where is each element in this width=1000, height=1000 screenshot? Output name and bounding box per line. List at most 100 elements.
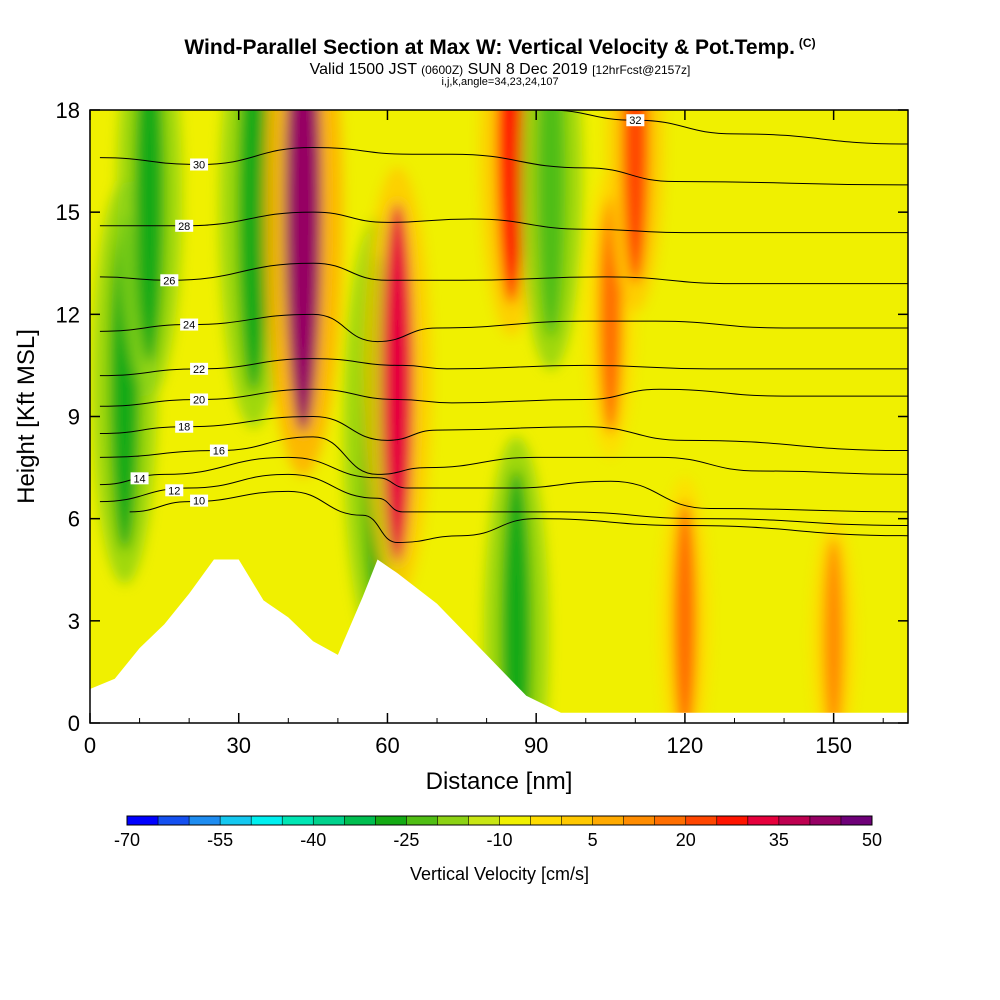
isentrope-label-bg (130, 472, 149, 485)
colorbar-title: Vertical Velocity [cm/s] (410, 864, 589, 884)
colorbar-swatch (623, 816, 656, 825)
colorbar-tick-label: 50 (862, 830, 882, 850)
x-tick-label: 60 (375, 733, 399, 758)
chart-subtitle: Valid 1500 JST (0600Z) SUN 8 Dec 2019 [1… (0, 61, 1000, 79)
isentrope-label: 24 (183, 320, 195, 332)
isentrope-label: 14 (133, 473, 145, 485)
isentrope-label: 32 (629, 115, 641, 127)
colorbar-swatch (437, 816, 469, 825)
y-tick-label: 12 (56, 302, 80, 327)
colorbar-swatch (778, 816, 811, 825)
isentrope-label-bg (190, 494, 209, 507)
x-tick-label: 90 (524, 733, 548, 758)
colorbar-swatch (592, 816, 625, 825)
isentrope-line (99, 473, 908, 526)
colorbar-tick-label: -40 (300, 830, 326, 850)
velocity-core (134, 110, 165, 364)
isentrope-label-bg (190, 158, 209, 171)
x-tick-label: 0 (84, 733, 96, 758)
velocity-core (381, 202, 413, 563)
colorbar-swatch (468, 816, 500, 825)
y-axis-title: Height [Kft MSL] (13, 329, 40, 504)
isentrope-line (99, 456, 908, 513)
colorbar-tick-label: 5 (588, 830, 598, 850)
velocity-core (823, 537, 845, 723)
velocity-core (285, 110, 322, 433)
valid-time: Valid 1500 JST (309, 61, 417, 78)
colorbar-swatch (561, 816, 594, 825)
colorbar-tick-label: -55 (207, 830, 233, 850)
colorbar-swatch (127, 816, 159, 825)
colorbar-swatch (530, 816, 563, 825)
isentrope-line (99, 313, 908, 343)
chart-title: Wind-Parallel Section at Max W: Vertical… (0, 36, 1000, 60)
velocity-core (238, 110, 270, 393)
x-tick-label: 150 (815, 733, 852, 758)
isentrope-label-bg (209, 444, 228, 457)
isentrope-label: 26 (163, 275, 175, 287)
isentrope-line (99, 358, 908, 377)
colorbar-swatch (375, 816, 407, 825)
isentrope-label-bg (165, 484, 184, 497)
colorbar-tick-label: -25 (393, 830, 419, 850)
isentrope-line (99, 415, 908, 452)
isentrope-label-bg (180, 318, 199, 331)
isentrope-line (99, 388, 908, 407)
colorbar-swatch (406, 816, 438, 825)
isentrope-label-bg (626, 114, 645, 127)
colorbar-tick-label: -10 (486, 830, 512, 850)
chart-title-text: Wind-Parallel Section at Max W: Vertical… (184, 36, 795, 59)
isentrope-label-bg (190, 362, 209, 375)
forecast-info: [12hrFcst@2157z] (592, 63, 691, 77)
y-tick-label: 6 (68, 507, 80, 532)
isentrope-label: 20 (193, 394, 205, 406)
colorbar-swatch (840, 816, 873, 825)
isentrope-line (99, 146, 908, 186)
isentrope-line (129, 490, 908, 544)
colorbar-swatch (220, 816, 252, 825)
isentrope-label: 16 (213, 446, 225, 458)
colorbar-tick-label: 20 (676, 830, 696, 850)
isentrope-label-bg (190, 393, 209, 406)
velocity-cores (92, 110, 857, 723)
isentrope-line (99, 211, 908, 234)
y-tick-label: 18 (56, 98, 80, 123)
isentrope-line (546, 110, 908, 145)
colorbar-swatch (313, 816, 345, 825)
copyright-mark: (C) (798, 36, 816, 50)
x-tick-label: 30 (226, 733, 250, 758)
isentrope-label-bg (175, 219, 194, 232)
isentrope-label: 28 (178, 221, 190, 233)
colorbar-swatch (654, 816, 687, 825)
colorbar-swatch (809, 816, 842, 825)
section-indices: i,j,k,angle=34,23,24,107 (441, 76, 559, 88)
isentrope-label-bg (175, 420, 194, 433)
y-tick-label: 9 (68, 405, 80, 430)
isentrope-label: 22 (193, 364, 205, 376)
colorbar-swatch (189, 816, 221, 825)
colorbar-swatch (282, 816, 314, 825)
isentrope-label: 12 (168, 485, 180, 497)
colorbar-swatch (685, 816, 718, 825)
velocity-core (673, 500, 697, 723)
velocity-core (501, 469, 532, 723)
isentrope-label: 30 (193, 159, 205, 171)
colorbar-tick-label: -70 (114, 830, 140, 850)
isentrope-line (99, 436, 908, 475)
colorbar-swatch (344, 816, 376, 825)
isentrope-label: 10 (193, 496, 205, 508)
x-tick-label: 120 (667, 733, 704, 758)
colorbar-swatch (499, 816, 532, 825)
isentrope-label: 18 (178, 422, 190, 434)
terrain-mask (90, 559, 908, 723)
y-tick-label: 0 (68, 711, 80, 736)
velocity-core (536, 110, 566, 339)
y-tick-label: 15 (56, 200, 80, 225)
colorbar-swatch (251, 816, 283, 825)
velocity-core (622, 110, 649, 285)
potential-temperature-contours: 10 12 14 16 18 20 22 24 26 28 30 32 (99, 110, 908, 544)
isentrope-line (99, 262, 908, 285)
colorbar-swatch (747, 816, 780, 825)
valid-zulu: (0600Z) (421, 63, 464, 77)
